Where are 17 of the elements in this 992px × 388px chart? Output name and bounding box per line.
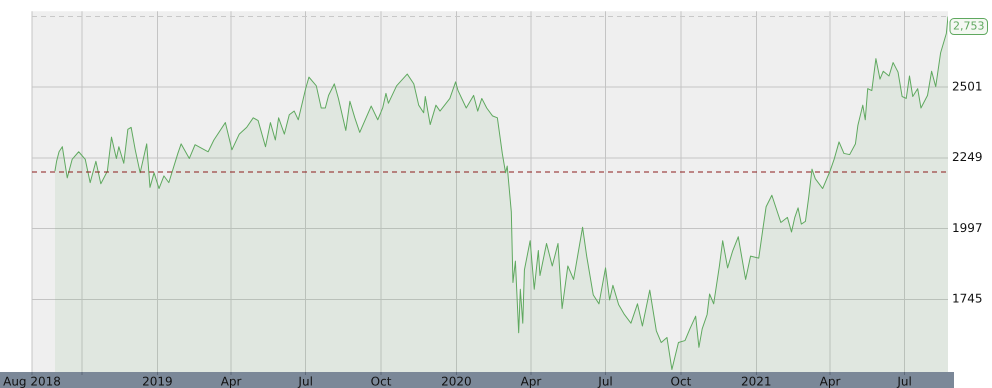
- x-tick-label: Oct: [370, 374, 392, 388]
- y-tick-label: 2501: [952, 79, 983, 94]
- ref-line-label: 2,753: [953, 19, 984, 32]
- x-tick-label: 2019: [142, 374, 173, 388]
- x-tick-label: Oct: [670, 374, 692, 388]
- x-tick-label: Jul: [597, 374, 613, 388]
- x-tick-label: Aug 2018: [3, 374, 61, 388]
- x-tick-label: 2021: [741, 374, 772, 388]
- x-tick-label: Apr: [520, 374, 542, 388]
- x-tick-label: Apr: [820, 374, 840, 388]
- x-tick-label: Jul: [297, 374, 313, 388]
- y-tick-label: 1997: [952, 220, 983, 235]
- x-tick-label: Jul: [896, 374, 912, 388]
- y-tick-label: 2249: [952, 150, 983, 164]
- y-tick-label: 1745: [952, 291, 983, 306]
- x-tick-label: 2020: [441, 374, 472, 388]
- x-tick-label: Apr: [220, 374, 242, 388]
